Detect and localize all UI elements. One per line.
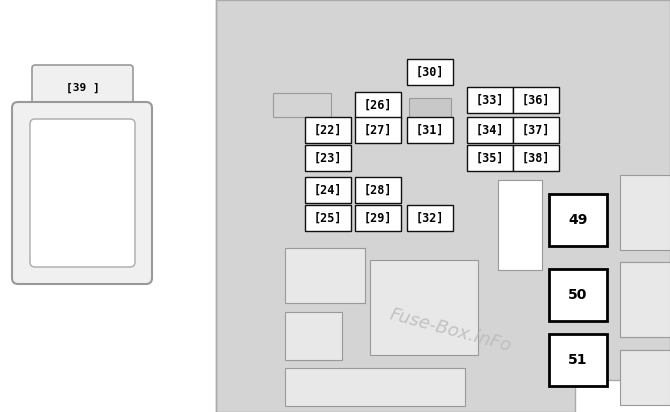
Bar	[620, 175, 670, 250]
FancyBboxPatch shape	[12, 102, 152, 284]
Text: [25]: [25]	[314, 211, 342, 225]
Bar	[355, 205, 401, 231]
Text: [27]: [27]	[364, 124, 392, 136]
Text: [36]: [36]	[522, 94, 550, 106]
Text: 50: 50	[568, 288, 588, 302]
Bar	[305, 205, 351, 231]
Text: [23]: [23]	[314, 152, 342, 164]
FancyBboxPatch shape	[30, 119, 135, 267]
Bar	[620, 350, 670, 405]
Text: [26]: [26]	[364, 98, 392, 112]
Bar	[549, 269, 607, 321]
Bar	[513, 87, 559, 113]
Bar	[355, 177, 401, 203]
Bar	[549, 194, 607, 246]
Polygon shape	[216, 0, 670, 412]
Text: 51: 51	[568, 353, 588, 367]
Bar	[0, 0, 216, 412]
Text: [30]: [30]	[416, 66, 444, 79]
Bar	[513, 145, 559, 171]
Text: Fuse-Box.inFo: Fuse-Box.inFo	[387, 305, 513, 355]
Bar	[513, 117, 559, 143]
FancyBboxPatch shape	[32, 65, 133, 111]
Bar	[467, 117, 513, 143]
Bar	[273, 93, 331, 117]
Text: [32]: [32]	[416, 211, 444, 225]
Bar	[370, 260, 478, 355]
Text: [28]: [28]	[364, 183, 392, 197]
Bar	[467, 87, 513, 113]
Bar	[305, 117, 351, 143]
Text: [37]: [37]	[522, 124, 550, 136]
Text: [35]: [35]	[476, 152, 505, 164]
Text: [34]: [34]	[476, 124, 505, 136]
Bar	[407, 117, 453, 143]
Text: 49: 49	[568, 213, 588, 227]
Bar	[467, 145, 513, 171]
Bar	[407, 59, 453, 85]
Bar	[305, 177, 351, 203]
Text: [33]: [33]	[476, 94, 505, 106]
Bar	[407, 205, 453, 231]
Text: [29]: [29]	[364, 211, 392, 225]
Bar	[620, 262, 670, 337]
Bar	[285, 248, 365, 303]
Bar	[549, 334, 607, 386]
Bar	[409, 98, 451, 122]
Text: [38]: [38]	[522, 152, 550, 164]
Bar	[355, 117, 401, 143]
Text: [31]: [31]	[416, 124, 444, 136]
Bar	[355, 92, 401, 118]
Bar	[285, 312, 342, 360]
Text: [24]: [24]	[314, 183, 342, 197]
Bar	[285, 368, 465, 406]
Bar	[305, 145, 351, 171]
Text: [39 ]: [39 ]	[66, 83, 99, 93]
Text: [22]: [22]	[314, 124, 342, 136]
Bar	[498, 180, 542, 270]
